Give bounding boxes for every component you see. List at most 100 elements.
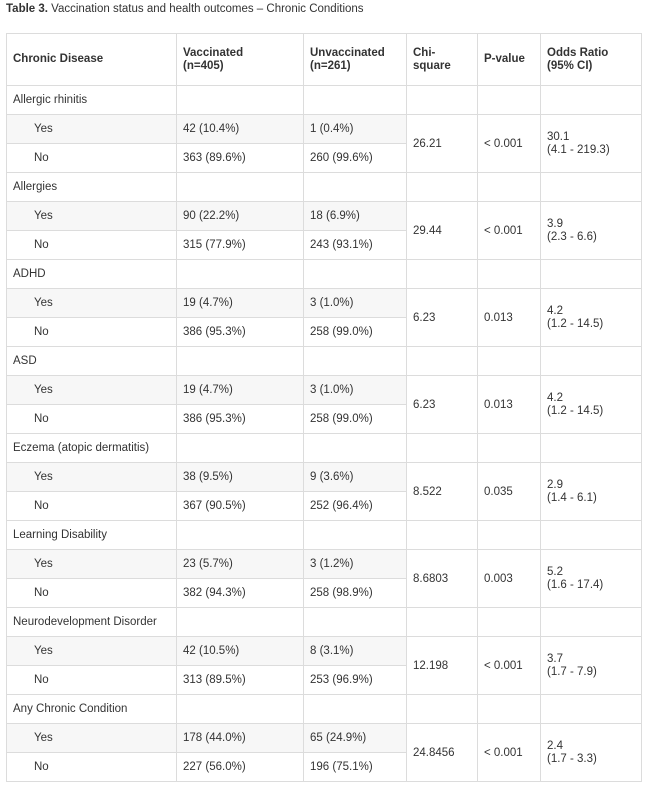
p-value: 0.013 — [477, 288, 541, 347]
empty-cell — [303, 694, 407, 724]
empty-cell — [406, 433, 478, 463]
condition-name: ASD — [6, 346, 177, 376]
no-unvaccinated-value: 252 (96.4%) — [303, 491, 407, 521]
empty-cell — [477, 172, 541, 202]
condition-name: Allergic rhinitis — [6, 85, 177, 115]
odds-ratio-cell: 2.9 (1.4 - 6.1) — [540, 462, 642, 521]
yes-row: Yes 19 (4.7%) 3 (1.0%) 6.23 0.013 4.2 (1.2 - 1… — [6, 288, 642, 347]
header-vaccinated: Vaccinated (n=405) — [176, 33, 304, 86]
chi-square-value: 8.6803 — [406, 549, 478, 608]
no-row: No 386 (95.3%) 258 (99.0%) — [6, 317, 642, 347]
empty-cell — [477, 259, 541, 289]
odds-ratio-cell: 4.2 (1.2 - 14.5) — [540, 375, 642, 434]
yes-label: Yes — [6, 375, 177, 405]
odds-ratio-cell: 3.9 (2.3 - 6.6) — [540, 201, 642, 260]
condition-row: Eczema (atopic dermatitis) — [6, 433, 642, 463]
yes-unvaccinated-value: 9 (3.6%) — [303, 462, 407, 492]
yes-unvaccinated-value: 65 (24.9%) — [303, 723, 407, 753]
yes-vaccinated-value: 19 (4.7%) — [176, 375, 304, 405]
condition-name: Learning Disability — [6, 520, 177, 550]
yes-vaccinated-value: 19 (4.7%) — [176, 288, 304, 318]
empty-cell — [477, 433, 541, 463]
yes-unvaccinated-value: 3 (1.0%) — [303, 375, 407, 405]
no-label: No — [6, 665, 177, 695]
no-label: No — [6, 317, 177, 347]
no-label: No — [6, 752, 177, 782]
odds-ratio-value: 4.2 — [547, 391, 563, 404]
confidence-interval: (1.2 - 14.5) — [547, 317, 604, 330]
empty-cell — [540, 85, 642, 115]
chronic-conditions-table: Chronic Disease Vaccinated (n=405) Unvacc… — [6, 33, 642, 782]
yes-label: Yes — [6, 723, 177, 753]
condition-row: Any Chronic Condition — [6, 694, 642, 724]
condition-name: ADHD — [6, 259, 177, 289]
empty-cell — [176, 85, 304, 115]
condition-name: Eczema (atopic dermatitis) — [6, 433, 177, 463]
yes-vaccinated-value: 90 (22.2%) — [176, 201, 304, 231]
no-row: No 363 (89.6%) 260 (99.6%) — [6, 143, 642, 173]
yes-row: Yes 42 (10.5%) 8 (3.1%) 12.198 < 0.001 3.7 (1.… — [6, 636, 642, 695]
no-label: No — [6, 404, 177, 434]
empty-cell — [303, 259, 407, 289]
no-vaccinated-value: 367 (90.5%) — [176, 491, 304, 521]
table-caption-label: Table 3. — [6, 3, 48, 15]
empty-cell — [540, 172, 642, 202]
empty-cell — [176, 520, 304, 550]
no-label: No — [6, 491, 177, 521]
no-unvaccinated-value: 258 (98.9%) — [303, 578, 407, 608]
empty-cell — [176, 433, 304, 463]
no-row: No 227 (56.0%) 196 (75.1%) — [6, 752, 642, 782]
no-row: No 313 (89.5%) 253 (96.9%) — [6, 665, 642, 695]
chi-square-value: 6.23 — [406, 288, 478, 347]
table-caption-text: Vaccination status and health outcomes –… — [47, 3, 364, 15]
yes-vaccinated-value: 178 (44.0%) — [176, 723, 304, 753]
empty-cell — [303, 607, 407, 637]
no-row: No 367 (90.5%) 252 (96.4%) — [6, 491, 642, 521]
empty-cell — [303, 85, 407, 115]
condition-row: Allergies — [6, 172, 642, 202]
empty-cell — [477, 607, 541, 637]
chi-square-value: 26.21 — [406, 114, 478, 173]
condition-row: Learning Disability — [6, 520, 642, 550]
empty-cell — [477, 85, 541, 115]
p-value: 0.035 — [477, 462, 541, 521]
no-vaccinated-value: 313 (89.5%) — [176, 665, 304, 695]
yes-label: Yes — [6, 549, 177, 579]
table-caption: Table 3. Vaccination status and health o… — [6, 3, 364, 15]
p-value: 0.013 — [477, 375, 541, 434]
yes-label: Yes — [6, 201, 177, 231]
empty-cell — [540, 607, 642, 637]
condition-row: ADHD — [6, 259, 642, 289]
no-unvaccinated-value: 196 (75.1%) — [303, 752, 407, 782]
yes-unvaccinated-value: 8 (3.1%) — [303, 636, 407, 666]
empty-cell — [540, 433, 642, 463]
confidence-interval: (4.1 - 219.3) — [547, 143, 610, 156]
empty-cell — [477, 520, 541, 550]
confidence-interval: (1.2 - 14.5) — [547, 404, 604, 417]
p-value: < 0.001 — [477, 114, 541, 173]
header-row: Chronic Disease Vaccinated (n=405) Unvacc… — [6, 33, 642, 86]
condition-name: Any Chronic Condition — [6, 694, 177, 724]
yes-label: Yes — [6, 462, 177, 492]
no-unvaccinated-value: 258 (99.0%) — [303, 317, 407, 347]
yes-label: Yes — [6, 636, 177, 666]
header-unvaccinated: Unvaccinated (n=261) — [303, 33, 407, 86]
no-vaccinated-value: 386 (95.3%) — [176, 317, 304, 347]
confidence-interval: (1.7 - 3.3) — [547, 752, 597, 765]
odds-ratio-value: 2.9 — [547, 478, 563, 491]
header-chronic-disease: Chronic Disease — [6, 33, 177, 86]
yes-vaccinated-value: 23 (5.7%) — [176, 549, 304, 579]
yes-row: Yes 19 (4.7%) 3 (1.0%) 6.23 0.013 4.2 (1.2 - 1… — [6, 375, 642, 434]
empty-cell — [176, 172, 304, 202]
yes-vaccinated-value: 38 (9.5%) — [176, 462, 304, 492]
no-unvaccinated-value: 258 (99.0%) — [303, 404, 407, 434]
chi-square-value: 8.522 — [406, 462, 478, 521]
condition-row: Neurodevelopment Disorder — [6, 607, 642, 637]
no-label: No — [6, 578, 177, 608]
condition-row: ASD — [6, 346, 642, 376]
yes-label: Yes — [6, 288, 177, 318]
yes-row: Yes 38 (9.5%) 9 (3.6%) 8.522 0.035 2.9 (1.4 - … — [6, 462, 642, 521]
empty-cell — [406, 607, 478, 637]
yes-row: Yes 23 (5.7%) 3 (1.2%) 8.6803 0.003 5.2 (1.6 -… — [6, 549, 642, 608]
empty-cell — [406, 259, 478, 289]
